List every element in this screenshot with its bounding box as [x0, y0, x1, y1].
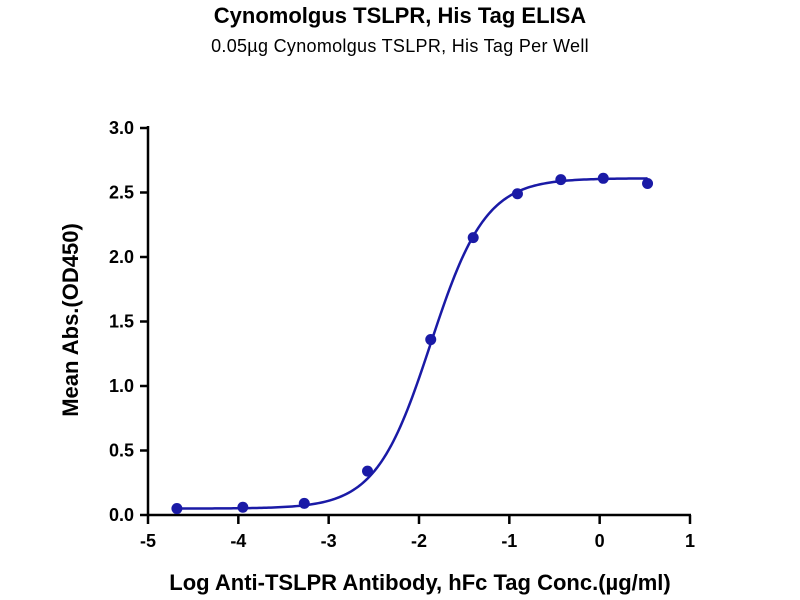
- x-tick-label: -5: [140, 531, 156, 551]
- y-tick-label: 0.0: [109, 505, 134, 525]
- fit-curve: [176, 177, 648, 510]
- x-tick-label: -4: [230, 531, 246, 551]
- data-point: [298, 497, 310, 509]
- y-tick-label: 2.0: [109, 247, 134, 267]
- x-tick-label: -2: [411, 531, 427, 551]
- x-tick-label: 1: [685, 531, 695, 551]
- data-point: [467, 232, 479, 244]
- data-point: [511, 188, 523, 200]
- data-point: [171, 503, 183, 515]
- data-point: [555, 174, 567, 186]
- y-tick-label: 3.0: [109, 118, 134, 138]
- chart-subtitle: 0.05µg Cynomolgus TSLPR, His Tag Per Wel…: [211, 36, 589, 56]
- data-point: [425, 334, 437, 346]
- axes: 0.0 0.5 1.0 1.5 2.0 2.5 3.0 -5 -4 -3 -2 -1 0 1: [109, 118, 695, 551]
- y-tick-label: 2.5: [109, 183, 134, 203]
- data-point: [597, 172, 609, 184]
- data-point: [642, 177, 654, 189]
- x-axis-label: Log Anti-TSLPR Antibody, hFc Tag Conc.(µ…: [169, 570, 671, 595]
- y-tick-label: 1.5: [109, 312, 134, 332]
- data-points-layer: [171, 172, 654, 515]
- x-tick-label: -1: [501, 531, 517, 551]
- data-point: [362, 465, 374, 477]
- chart-title: Cynomolgus TSLPR, His Tag ELISA: [213, 3, 587, 28]
- y-tick-label: 0.5: [109, 441, 134, 461]
- x-tick-label: -3: [321, 531, 337, 551]
- fit-curve-layer: [176, 177, 648, 510]
- data-point: [237, 501, 249, 513]
- y-tick-label: 1.0: [109, 376, 134, 396]
- y-axis-label: Mean Abs.(OD450): [58, 223, 83, 417]
- x-tick-label: 0: [595, 531, 605, 551]
